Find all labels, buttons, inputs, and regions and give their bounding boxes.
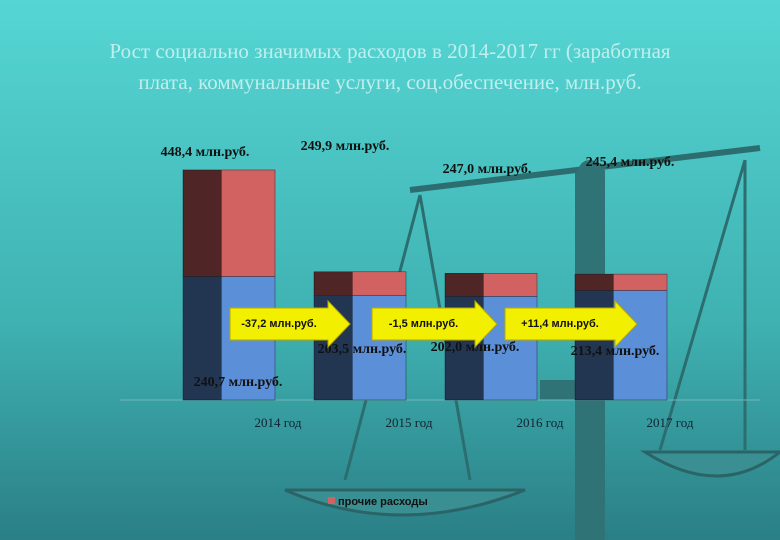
total-label: 247,0 млн.руб. [443, 162, 532, 177]
x-tick-label: 2014 год [255, 415, 302, 430]
bar-shade [314, 271, 353, 296]
data-label: 240,7 млн.руб. [194, 375, 283, 390]
change-label: +11,4 млн.руб. [521, 318, 599, 330]
bar-shade [183, 169, 222, 277]
change-label: -37,2 млн.руб. [241, 318, 317, 330]
bar-shade [445, 273, 484, 297]
chart-title: плата, коммунальные услуги, соц.обеспече… [138, 70, 641, 94]
bar-shade [183, 276, 222, 400]
change-arrow [229, 299, 351, 349]
x-tick-label: 2015 год [386, 415, 433, 430]
change-arrow [371, 299, 498, 349]
legend-swatch [328, 497, 335, 504]
legend-label: прочие расходы [338, 496, 428, 508]
total-label: 448,4 млн.руб. [161, 145, 250, 160]
x-tick-label: 2016 год [517, 415, 564, 430]
chart-title: Рост социально значимых расходов в 2014-… [109, 39, 671, 63]
total-label: 245,4 млн.руб. [586, 155, 675, 170]
data-label: 213,4 млн.руб. [571, 344, 660, 359]
change-label: -1,5 млн.руб. [389, 318, 458, 330]
change-arrow [504, 299, 638, 349]
data-label: 203,5 млн.руб. [318, 342, 407, 357]
total-label: 249,9 млн.руб. [301, 139, 390, 154]
bar-shade [575, 274, 614, 291]
x-tick-label: 2017 год [647, 415, 694, 430]
